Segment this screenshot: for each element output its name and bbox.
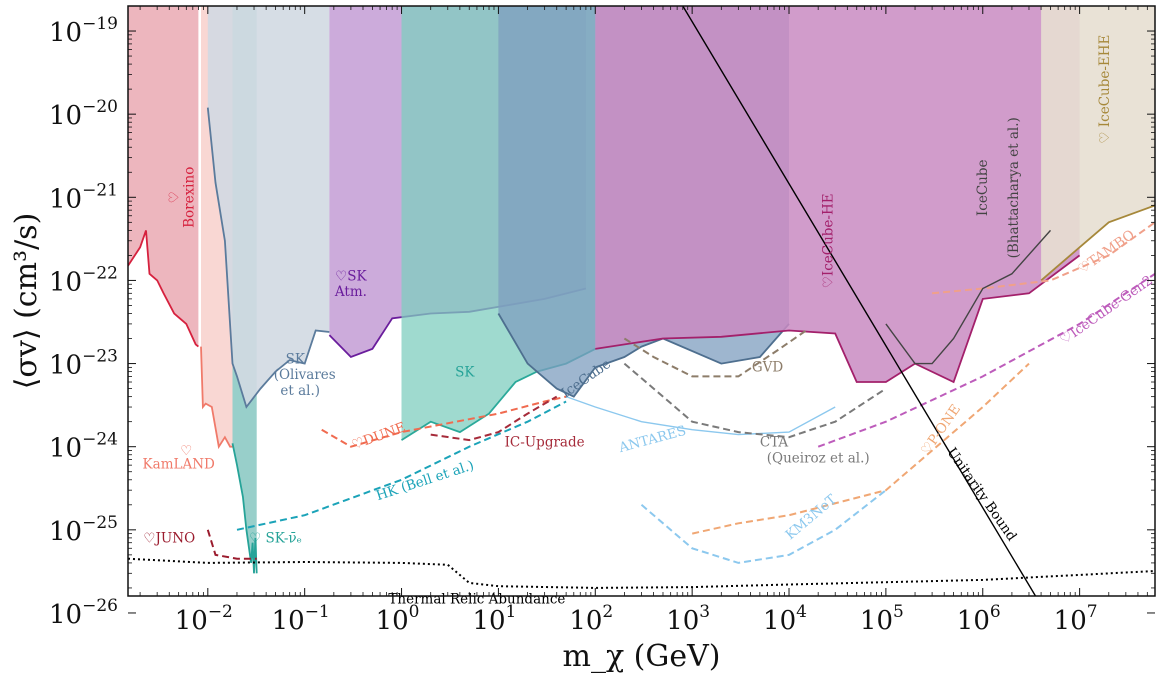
curve-icecube-bhattacharya-et-al <box>885 229 1052 365</box>
curve-p-one <box>691 362 1030 535</box>
label-atm-9: Atm. <box>334 284 367 300</box>
region-edge-icecube-he <box>595 254 1081 384</box>
label-cta-17: CTA <box>760 435 789 451</box>
x-axis-label: m_χ (GeV) <box>563 639 721 674</box>
label-olivares-6: (Olivares <box>274 367 336 383</box>
y-tick-label: 10−26 <box>49 596 118 630</box>
y-tick-label: 10−24 <box>49 430 118 464</box>
curve-gvd <box>623 329 807 378</box>
label-sk-8: ♡SK <box>335 268 367 284</box>
x-tick-label: 104 <box>763 602 807 636</box>
curve-dune <box>321 395 567 448</box>
x-tick-label: 106 <box>957 602 1001 636</box>
region-icecube-he <box>595 6 1080 382</box>
label-borexino-0: ♡Borexino <box>167 167 198 228</box>
region-edge-icecube-ehe <box>1040 204 1155 282</box>
label-antares-15: ANTARES <box>616 423 688 457</box>
label-sk-5: SK <box>286 352 306 368</box>
y-tick-label: 10−22 <box>49 263 118 297</box>
y-tick-label: 10−25 <box>49 513 118 547</box>
axes: 10−2 10−1 100 101 102 103 104 105 106 107 10−26 10−… <box>49 6 1155 636</box>
curve-ic-upgrade <box>430 395 558 442</box>
x-tick-label: 10−1 <box>272 602 330 636</box>
label-bhattacharya-et-al-22: (Bhattacharya et al.) <box>1006 117 1022 258</box>
y-tick-label: 10−21 <box>49 180 118 214</box>
region-edge-kamland <box>200 346 233 450</box>
label-queiroz-et-al-18: (Queiroz et al.) <box>767 450 870 466</box>
region-edge-icecube <box>497 313 790 398</box>
limit-curves <box>128 6 1155 596</box>
label-hk-bell-et-al-12: HK (Bell et al.) <box>374 457 476 504</box>
curve-antares <box>565 395 836 436</box>
region-edge-sk-olivares-et-al <box>206 107 330 409</box>
exclusion-regions <box>128 6 1155 574</box>
curve-thermal-relic-abundance <box>128 557 1155 589</box>
label-icecube-he-20: ♡IceCube-HE <box>820 193 836 288</box>
x-tick-label: 101 <box>472 602 516 636</box>
y-axis-label: ⟨σv⟩ (cm³/s) <box>9 213 44 390</box>
region-borexino <box>128 6 199 347</box>
x-tick-label: 105 <box>860 602 904 636</box>
curve-juno <box>206 529 257 560</box>
x-tick-label: 100 <box>376 602 420 636</box>
curve-hk-bell-et-al <box>236 400 567 531</box>
curve-unitarity-bound <box>682 6 1037 596</box>
curve-tambo <box>932 221 1155 295</box>
label-gvd-16: GVD <box>752 360 784 376</box>
label-unitarity-bound-27: Unitarity Bound <box>943 445 1019 545</box>
curve-cta-queiroz-et-al <box>623 362 887 439</box>
y-tick-label: 10−23 <box>49 347 118 381</box>
label-et-al-7: et al.) <box>280 383 320 399</box>
label-icecube-21: IceCube <box>975 160 991 217</box>
region-sk-olivares-et-al <box>207 6 330 407</box>
x-tick-label: 107 <box>1054 602 1098 636</box>
y-tick-label: 10−20 <box>49 97 118 131</box>
region-edge-borexino <box>128 230 199 348</box>
label-ic-upgrade-13: IC-Upgrade <box>505 435 585 451</box>
curve-icecube-gen2 <box>817 272 1155 448</box>
region-icecube-ehe <box>1041 6 1155 281</box>
label-dune-11: ♡DUNE <box>350 419 408 453</box>
label-sk-4: ♡ SK-ν̄ₑ <box>249 531 302 547</box>
label--1: ♡ <box>180 443 192 459</box>
x-tick-label: 10−2 <box>175 602 233 636</box>
label-km3net-19: KM3NeT <box>783 492 840 544</box>
label-sk-10: SK <box>455 364 475 380</box>
y-tick-label: 10−19 <box>49 14 118 48</box>
x-tick-label: 102 <box>569 602 613 636</box>
label-icecube-gen2-25: ♡IceCube-Gen2 <box>1057 272 1156 348</box>
region-edge-sk-nue <box>231 443 258 574</box>
curve-km3net <box>640 489 887 564</box>
label-kamland-2: KamLAND <box>143 456 215 472</box>
label-icecube-ehe-23: ♡ IceCube-EHE <box>1097 35 1113 144</box>
label-juno-3: ♡JUNO <box>143 531 195 547</box>
x-tick-label: 103 <box>666 602 710 636</box>
